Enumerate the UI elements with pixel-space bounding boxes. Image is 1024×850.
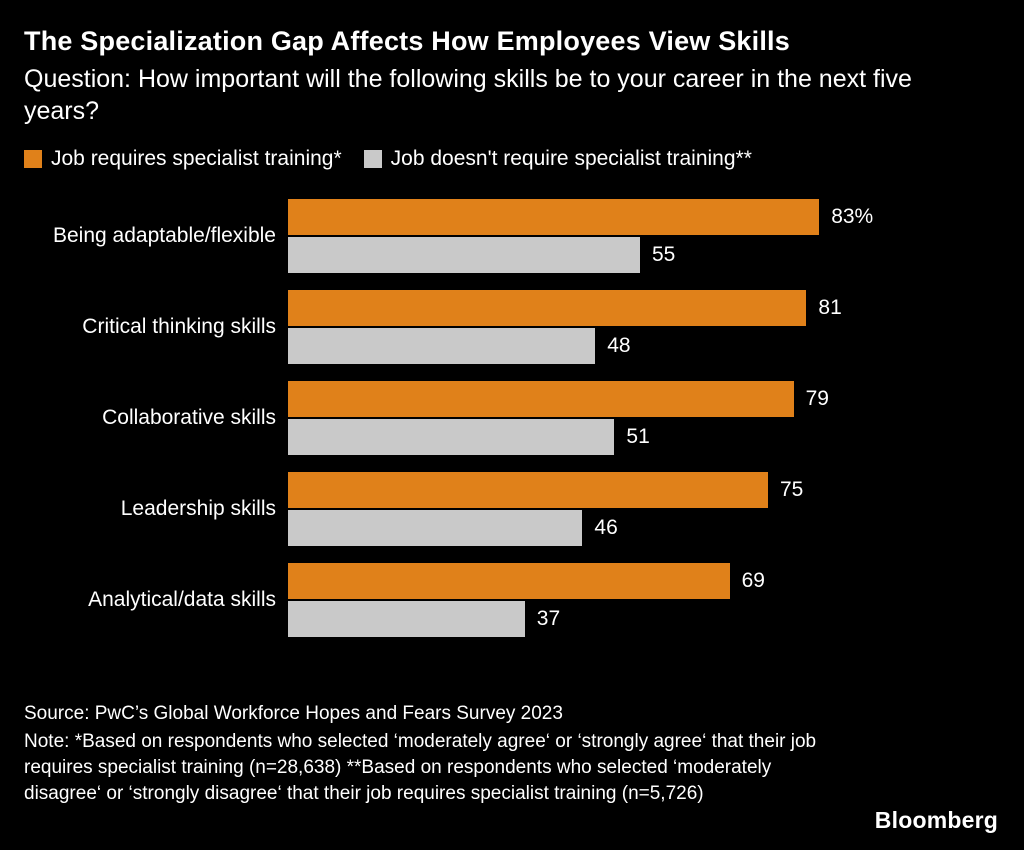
value-label: 81 <box>818 296 842 320</box>
legend-item: Job doesn't require specialist training*… <box>363 147 752 171</box>
footer: Source: PwC’s Global Workforce Hopes and… <box>24 701 836 807</box>
bar-row: 75 <box>288 472 928 509</box>
legend-swatch <box>24 150 42 169</box>
bar-row: 83% <box>288 199 928 236</box>
legend: Job requires specialist training* Job doe… <box>24 147 1000 171</box>
source-text: Source: PwC’s Global Workforce Hopes and… <box>24 703 563 725</box>
value-label: 55 <box>652 243 676 267</box>
legend-swatch <box>363 150 382 169</box>
bar-row: 81 <box>288 290 928 327</box>
value-label: 46 <box>594 516 618 540</box>
category-label: Collaborative skills <box>102 406 276 430</box>
bar-pair: 81 48 <box>288 290 928 365</box>
bar-group: Collaborative skills 79 51 <box>24 381 1000 456</box>
legend-item: Job requires specialist training* <box>24 147 342 171</box>
bar-pair: 83% 55 <box>288 199 928 274</box>
bar-chart: Being adaptable/flexible 83% 55 Critical th… <box>24 199 1000 638</box>
note-text: Note: *Based on respondents who selected… <box>24 731 817 805</box>
value-label: 79 <box>805 387 829 411</box>
chart-subtitle: Question: How important will the followi… <box>24 65 912 126</box>
value-label: 75 <box>780 478 804 502</box>
bar <box>288 510 583 547</box>
bar-group: Leadership skills 75 46 <box>24 472 1000 547</box>
category-label: Leadership skills <box>120 497 276 521</box>
value-label: 51 <box>626 425 650 449</box>
bar <box>288 328 596 365</box>
bar <box>288 290 807 327</box>
bar-pair: 79 51 <box>288 381 928 456</box>
bar-group: Being adaptable/flexible 83% 55 <box>24 199 1000 274</box>
category-label: Critical thinking skills <box>82 315 276 339</box>
value-label: 69 <box>741 569 765 593</box>
bar <box>288 237 640 274</box>
bar <box>288 472 768 509</box>
bar <box>288 563 730 600</box>
bar-pair: 75 46 <box>288 472 928 547</box>
bar-row: 48 <box>288 328 928 365</box>
bar <box>288 199 820 236</box>
bar-pair: 69 37 <box>288 563 928 638</box>
bar <box>288 381 794 418</box>
bar <box>288 419 615 456</box>
category-label: Being adaptable/flexible <box>52 224 276 248</box>
legend-label: Job doesn't require specialist training*… <box>390 147 752 171</box>
value-label: 37 <box>536 607 561 631</box>
bar-row: 79 <box>288 381 928 418</box>
legend-label: Job requires specialist training* <box>51 147 342 171</box>
bloomberg-logo: Bloomberg <box>874 807 998 833</box>
category-label: Analytical/data skills <box>88 588 276 612</box>
bar-group: Analytical/data skills 69 37 <box>24 563 1000 638</box>
bar-row: 37 <box>288 601 928 638</box>
bar-row: 46 <box>288 510 928 547</box>
value-label: 83% <box>831 205 874 229</box>
value-label: 48 <box>607 334 631 358</box>
chart-title: The Specialization Gap Affects How Emplo… <box>24 26 790 56</box>
bar-group: Critical thinking skills 81 48 <box>24 290 1000 365</box>
bar-row: 51 <box>288 419 928 456</box>
bar-row: 69 <box>288 563 928 600</box>
bar-row: 55 <box>288 237 928 274</box>
bar <box>288 601 525 638</box>
